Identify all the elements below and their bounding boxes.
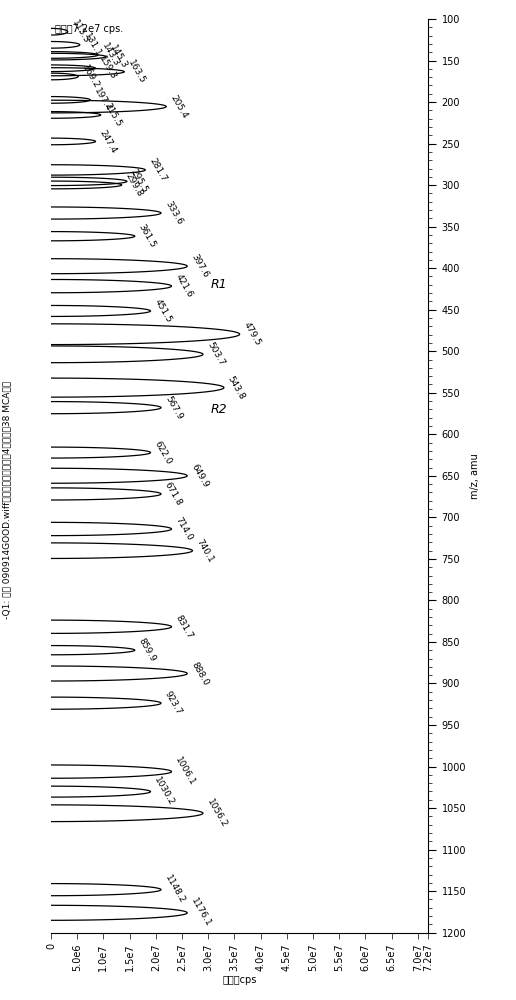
Text: -Q1: 来自 090914GOOD.wiff（游轮喷雾）的样品4（粗）的38 MCA扫描: -Q1: 来自 090914GOOD.wiff（游轮喷雾）的样品4（粗）的38 … <box>2 381 11 619</box>
Text: 115.3: 115.3 <box>70 18 91 45</box>
Text: 649.9: 649.9 <box>189 462 210 489</box>
Text: 169.2: 169.2 <box>80 63 101 90</box>
Text: R2: R2 <box>211 403 227 416</box>
Text: 397.6: 397.6 <box>189 253 210 280</box>
Text: 299.8: 299.8 <box>124 172 144 198</box>
Text: 567.9: 567.9 <box>163 394 184 421</box>
Text: 622.0: 622.0 <box>153 439 173 466</box>
Text: 333.6: 333.6 <box>163 200 184 226</box>
Text: 最大，7.2e7 cps.: 最大，7.2e7 cps. <box>55 24 123 34</box>
Text: 671.8: 671.8 <box>163 480 184 507</box>
X-axis label: 强度，cps: 强度，cps <box>222 975 257 985</box>
Y-axis label: m/z, amu: m/z, amu <box>471 453 480 499</box>
Text: 1006.1: 1006.1 <box>173 756 197 788</box>
Text: 295.5: 295.5 <box>129 168 150 195</box>
Text: 145.3: 145.3 <box>108 43 129 70</box>
Text: 451.5: 451.5 <box>153 298 173 324</box>
Text: 205.4: 205.4 <box>168 93 189 120</box>
Text: R1: R1 <box>211 278 227 291</box>
Text: 1176.1: 1176.1 <box>189 897 213 929</box>
Text: 281.7: 281.7 <box>148 157 168 183</box>
Text: 159.3: 159.3 <box>98 55 118 82</box>
Text: 143.3: 143.3 <box>100 42 121 68</box>
Text: 421.6: 421.6 <box>173 273 194 299</box>
Text: 923.7: 923.7 <box>163 690 184 717</box>
Text: 215.5: 215.5 <box>103 102 123 128</box>
Text: 831.7: 831.7 <box>173 613 195 640</box>
Text: 888.0: 888.0 <box>189 660 210 687</box>
Text: 247.4: 247.4 <box>98 128 118 155</box>
Text: 361.5: 361.5 <box>137 223 158 250</box>
Text: 714.0: 714.0 <box>173 516 195 542</box>
Text: 163.5: 163.5 <box>126 58 147 85</box>
Text: 740.1: 740.1 <box>195 537 215 564</box>
Text: 131.1: 131.1 <box>82 31 103 58</box>
Text: 197.4: 197.4 <box>92 87 113 113</box>
Text: 1148.2: 1148.2 <box>163 874 187 905</box>
Text: 479.5: 479.5 <box>242 321 263 348</box>
Text: 859.9: 859.9 <box>137 637 158 664</box>
Text: 1030.2: 1030.2 <box>153 776 176 808</box>
Text: 503.7: 503.7 <box>205 341 226 368</box>
Text: 1056.2: 1056.2 <box>205 797 229 829</box>
Text: 543.8: 543.8 <box>226 374 247 401</box>
